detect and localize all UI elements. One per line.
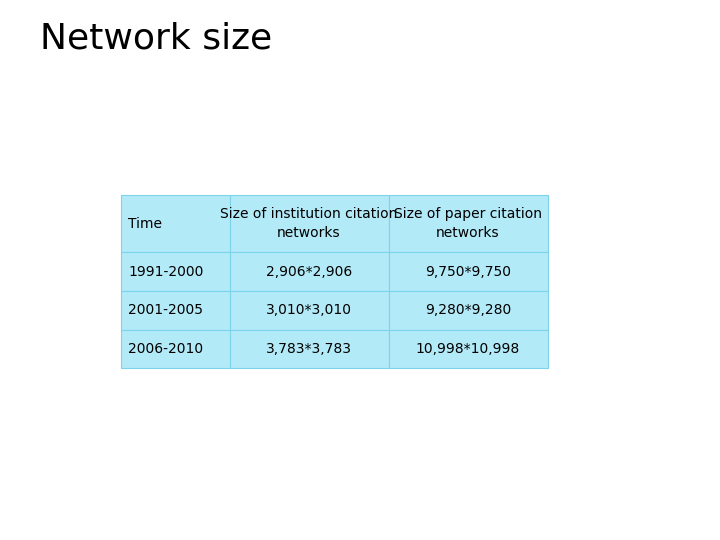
FancyBboxPatch shape bbox=[121, 329, 230, 368]
Text: 9,750*9,750: 9,750*9,750 bbox=[425, 265, 511, 279]
Text: 2006-2010: 2006-2010 bbox=[128, 342, 203, 356]
Text: 3,783*3,783: 3,783*3,783 bbox=[266, 342, 352, 356]
Text: Size of institution citation
networks: Size of institution citation networks bbox=[220, 207, 397, 240]
Text: Size of paper citation
networks: Size of paper citation networks bbox=[394, 207, 542, 240]
Text: Network size: Network size bbox=[40, 22, 271, 56]
FancyBboxPatch shape bbox=[121, 252, 230, 291]
Text: 2,906*2,906: 2,906*2,906 bbox=[266, 265, 352, 279]
FancyBboxPatch shape bbox=[230, 291, 389, 329]
Text: 2001-2005: 2001-2005 bbox=[128, 303, 203, 318]
FancyBboxPatch shape bbox=[121, 291, 230, 329]
Text: 10,998*10,998: 10,998*10,998 bbox=[416, 342, 520, 356]
Text: Time: Time bbox=[128, 217, 162, 231]
Text: 1991-2000: 1991-2000 bbox=[128, 265, 203, 279]
FancyBboxPatch shape bbox=[230, 252, 389, 291]
Text: 9,280*9,280: 9,280*9,280 bbox=[425, 303, 511, 318]
FancyBboxPatch shape bbox=[389, 252, 547, 291]
FancyBboxPatch shape bbox=[230, 329, 389, 368]
FancyBboxPatch shape bbox=[389, 329, 547, 368]
FancyBboxPatch shape bbox=[389, 195, 547, 252]
FancyBboxPatch shape bbox=[230, 195, 389, 252]
FancyBboxPatch shape bbox=[121, 195, 230, 252]
FancyBboxPatch shape bbox=[389, 291, 547, 329]
Text: 3,010*3,010: 3,010*3,010 bbox=[266, 303, 352, 318]
